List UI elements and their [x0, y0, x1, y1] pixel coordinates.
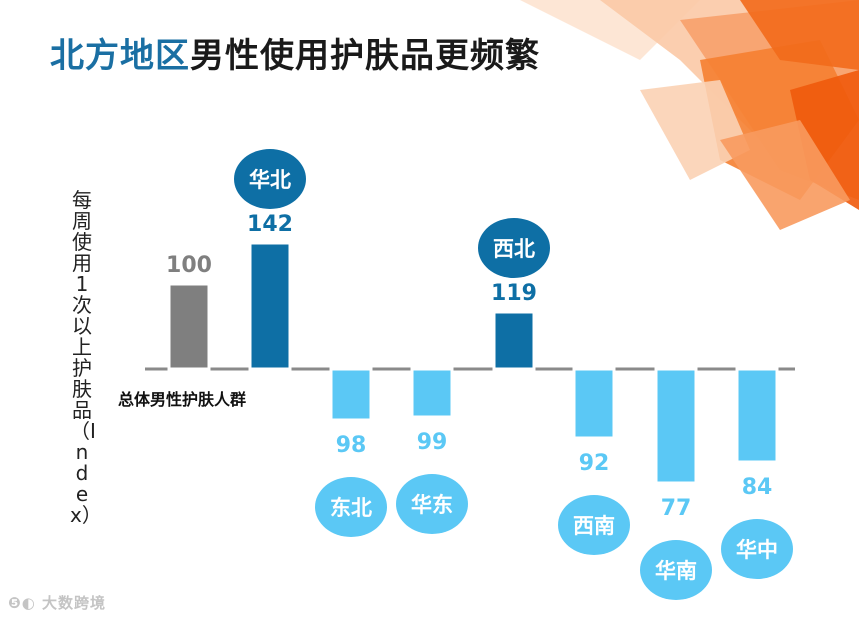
- decor-shape: [720, 120, 850, 230]
- title-highlight: 北方地区: [50, 36, 190, 76]
- decorative-orange-shapes: [520, 0, 859, 230]
- bar-西北: [492, 310, 536, 371]
- decor-shape: [740, 0, 859, 70]
- bar-baseline: [167, 282, 211, 371]
- value-label: 119: [491, 281, 537, 306]
- region-bubble: [558, 495, 630, 555]
- region-bubble: [721, 519, 793, 579]
- region-bubble: [315, 477, 387, 537]
- value-label: 92: [579, 451, 610, 476]
- watermark: ❺◐ 大数跨境: [8, 592, 106, 613]
- watermark-logo-icon: ❺◐: [8, 594, 43, 612]
- decor-shape: [790, 70, 859, 210]
- value-label: 142: [247, 212, 293, 237]
- bar-西南: [572, 367, 616, 440]
- baseline-label: 总体男性护肤人群: [118, 390, 247, 409]
- title-rest: 男性使用护肤品更频繁: [190, 36, 540, 76]
- region-label: 东北: [330, 496, 372, 520]
- region-label: 华北: [249, 168, 291, 192]
- value-label: 99: [417, 430, 448, 455]
- bar-华南: [654, 367, 698, 485]
- region-label: 西南: [573, 514, 615, 538]
- value-label: 77: [661, 496, 692, 521]
- region-bubble: [478, 218, 550, 278]
- page-title: 北方地区男性使用护肤品更频繁: [50, 28, 540, 77]
- bar-华中: [735, 367, 779, 464]
- bar-华北: [248, 241, 292, 371]
- region-label: 华中: [736, 538, 778, 562]
- value-label: 84: [742, 475, 773, 500]
- region-label: 华东: [411, 493, 453, 517]
- bar-华东: [410, 367, 454, 419]
- bar-东北: [329, 367, 373, 422]
- bars-group: 100 142 华北 98 东北 99 华东 119 西北 92 西南 77 华南 84 华中: [166, 149, 793, 600]
- region-bubble: [396, 474, 468, 534]
- region-label: 西北: [493, 237, 535, 261]
- region-bubble: [234, 149, 306, 209]
- region-bubble: [640, 540, 712, 600]
- decor-shape: [640, 80, 750, 180]
- y-axis-label: 每周使用1次以上护肤品（Index）: [70, 188, 102, 527]
- watermark-text: 大数跨境: [42, 594, 107, 612]
- region-label: 华南: [655, 559, 697, 583]
- value-label: 98: [336, 433, 367, 458]
- value-label: 100: [166, 253, 212, 278]
